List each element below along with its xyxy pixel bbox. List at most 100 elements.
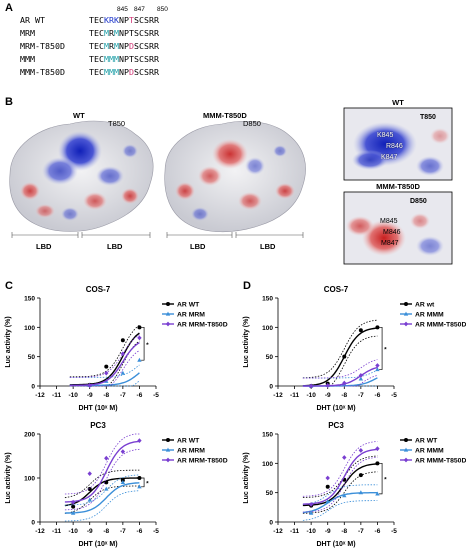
- zoom-mutant-res-m847: M847: [381, 240, 399, 247]
- sequence-residue: R: [109, 41, 114, 51]
- sequence-residue: K: [104, 15, 109, 25]
- chart-svg: COS-7 0 50 100 150 -12 -11 -10 -9 -8 -7 -6 -5 DHT (10…: [243, 285, 466, 412]
- x-tick-label: -6: [375, 392, 381, 399]
- y-tick-label: 200: [24, 432, 35, 439]
- sequence-np: NP: [119, 67, 129, 77]
- x-tick-label: -9: [87, 392, 93, 399]
- legend-entry: AR MMM: [415, 312, 444, 319]
- y-axis-label: Luc activity (%): [243, 452, 250, 503]
- data-point: [137, 484, 142, 489]
- series-line: [69, 342, 140, 387]
- sequence-alignment: 845 847 850 AR WT TECKRKNPTSCSRR MRM TECMRM…: [0, 0, 230, 90]
- chart-svg: COS-7 0 50 100 150 -12 -11 -10 -9 -8 -7 -6 -5 DHT (10…: [5, 285, 228, 412]
- data-point: [308, 502, 314, 507]
- x-tick-label: -11: [290, 528, 299, 535]
- wt-site-label: T850: [108, 119, 126, 128]
- sequence-residue: M: [104, 28, 109, 38]
- x-axis-label: DHT (10ˣ M): [316, 541, 355, 548]
- x-tick-label: -11: [290, 392, 299, 399]
- x-tick-label: -9: [325, 392, 331, 399]
- wt-lbd-left: LBD: [36, 242, 52, 251]
- zoom-mutant-rendering: [343, 191, 453, 265]
- series-line: [64, 440, 140, 503]
- data-point: [358, 490, 364, 495]
- series-upper-ci: [69, 324, 140, 378]
- legend-marker: [166, 302, 170, 306]
- chart-svg: PC3 0 100 200 -12 -11 -10 -9 -8 -7 -6 -5 DHT (10ˣ M)…: [5, 421, 228, 548]
- sequence-residue: M: [104, 54, 109, 64]
- chart-c-cos7: COS-7 0 50 100 150 -12 -11 -10 -9 -8 -7 -6 -5 DHT (10…: [0, 282, 228, 414]
- x-tick-label: -7: [120, 392, 126, 399]
- y-tick-label: 50: [266, 354, 274, 361]
- data-point: [358, 328, 363, 333]
- y-tick-label: 150: [262, 296, 273, 303]
- y-tick-label: 100: [24, 325, 35, 332]
- zoom-mutant-res-m845: M845: [380, 218, 398, 225]
- sequence-residue: M: [114, 41, 119, 51]
- x-tick-label: -5: [391, 528, 397, 535]
- sequence-residue: M: [109, 67, 114, 77]
- series-lower-ci: [302, 471, 378, 514]
- y-tick-label: 50: [28, 354, 36, 361]
- x-tick-label: -8: [341, 528, 347, 535]
- sequence-name: MRM-T850D: [20, 41, 65, 51]
- panel-letter-a: A: [5, 2, 13, 14]
- zoom-mutant-site: D850: [410, 198, 427, 205]
- data-point: [104, 455, 109, 461]
- sequence-residue-850: T: [129, 54, 134, 64]
- data-point: [308, 383, 314, 389]
- data-point: [120, 338, 125, 343]
- sequence-prefix: TEC: [89, 67, 104, 77]
- x-tick-label: -12: [35, 528, 45, 535]
- x-tick-label: -7: [358, 392, 364, 399]
- series-line: [64, 482, 140, 514]
- data-point: [104, 480, 109, 485]
- chart-svg: PC3 0 50 100 150 -12 -11 -10 -9 -8 -7 -6 -5 DHT (10ˣ …: [243, 421, 466, 548]
- legend-entry: AR MMM: [415, 448, 444, 455]
- seq-position-850: 850: [157, 6, 168, 13]
- y-axis-label: Luc activity (%): [243, 316, 250, 367]
- sequence-name: AR WT: [20, 15, 45, 25]
- sequence-residue: M: [114, 67, 119, 77]
- data-point: [137, 476, 142, 480]
- sequence-row: MMM TECMMMNPTSCSRR: [20, 54, 159, 64]
- legend-marker: [403, 321, 409, 327]
- legend-entry: AR WT: [177, 438, 200, 445]
- data-point: [375, 446, 380, 452]
- zoom-wt-res-k845: K845: [377, 132, 394, 139]
- data-point: [137, 438, 142, 443]
- x-tick-label: -8: [103, 528, 109, 535]
- seq-position-845: 845: [117, 6, 128, 13]
- data-point: [87, 471, 92, 476]
- sequence-name: MMM: [20, 54, 35, 64]
- significance-star: *: [146, 480, 149, 487]
- chart-d-cos7: COS-7 0 50 100 150 -12 -11 -10 -9 -8 -7 -6 -5 DHT (10…: [238, 282, 466, 414]
- wt-lbd-right: LBD: [107, 242, 123, 251]
- series-upper-ci: [302, 441, 378, 497]
- x-axis-label: DHT (10ˣ M): [316, 405, 355, 412]
- sequence-name: MMM-T850D: [20, 67, 65, 77]
- sequence-residue-850: T: [129, 15, 134, 25]
- wt-surface: [9, 120, 154, 232]
- data-point: [375, 325, 380, 330]
- x-tick-label: -10: [68, 392, 78, 399]
- sequence-suffix: SCSRR: [134, 15, 159, 25]
- significance-bracket: [141, 477, 145, 488]
- legend-entry: AR MRM: [177, 448, 205, 455]
- data-point: [120, 449, 126, 454]
- series-upper-ci: [302, 359, 378, 379]
- surface-renderings: [9, 107, 453, 265]
- legend-entry: AR MRM-T850D: [177, 458, 228, 465]
- y-tick-label: 0: [269, 520, 273, 527]
- chart-title: COS-7: [324, 285, 349, 294]
- data-point: [137, 325, 142, 330]
- zoom-wt-res-k847: K847: [381, 154, 398, 161]
- y-axis-label: Luc activity (%): [5, 452, 12, 503]
- x-tick-label: -5: [153, 392, 159, 399]
- x-tick-label: -6: [137, 392, 143, 399]
- series-line: [302, 327, 378, 387]
- legend-marker: [165, 457, 171, 463]
- legend-entry: AR MRM: [177, 312, 205, 319]
- x-tick-label: -11: [52, 392, 61, 399]
- sequence-suffix: SCSRR: [134, 54, 159, 64]
